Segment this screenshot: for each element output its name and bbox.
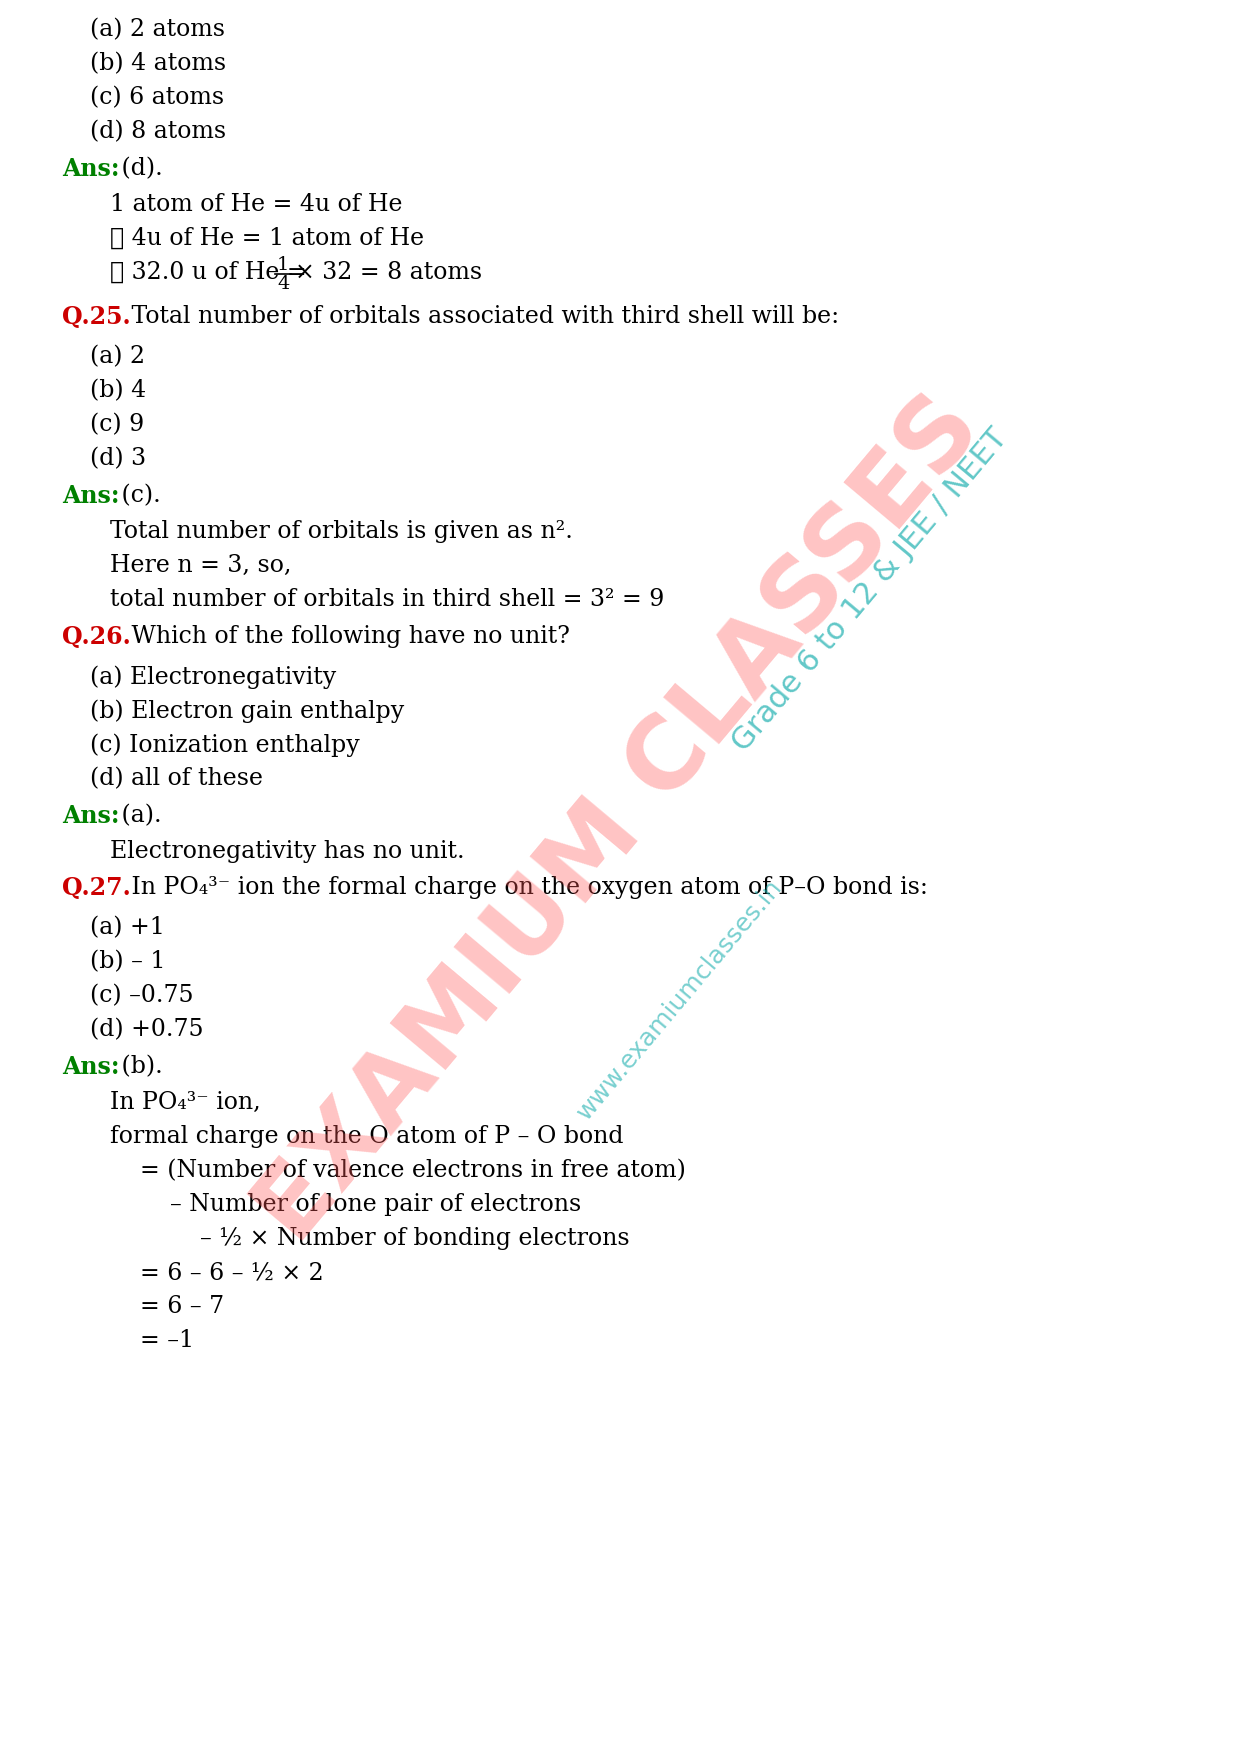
Text: Q.27.: Q.27. xyxy=(62,875,130,900)
Text: (d) all of these: (d) all of these xyxy=(91,766,263,789)
Text: 1 atom of He = 4u of He: 1 atom of He = 4u of He xyxy=(110,193,402,216)
Text: × 32 = 8 atoms: × 32 = 8 atoms xyxy=(295,261,483,284)
Text: Which of the following have no unit?: Which of the following have no unit? xyxy=(124,624,570,647)
Text: 4: 4 xyxy=(277,275,289,293)
Text: Ans:: Ans: xyxy=(62,158,119,181)
Text: EXAMIUM CLASSES: EXAMIUM CLASSES xyxy=(240,379,1000,1261)
Text: Ans:: Ans: xyxy=(62,484,119,509)
Text: (c) –0.75: (c) –0.75 xyxy=(91,984,194,1007)
Text: (c) 6 atoms: (c) 6 atoms xyxy=(91,86,225,109)
Text: Ans:: Ans: xyxy=(62,1054,119,1079)
Text: = 6 – 7: = 6 – 7 xyxy=(110,1294,225,1317)
Text: Grade 6 to 12 & JEE / NEET: Grade 6 to 12 & JEE / NEET xyxy=(727,423,1013,756)
Text: = –1: = –1 xyxy=(110,1330,194,1352)
Text: (c) 9: (c) 9 xyxy=(91,412,144,437)
Text: (d).: (d). xyxy=(114,158,163,181)
Text: Ans:: Ans: xyxy=(62,803,119,828)
Text: (d) 3: (d) 3 xyxy=(91,447,146,470)
Text: total number of orbitals in third shell = 3² = 9: total number of orbitals in third shell … xyxy=(110,588,664,610)
Text: (b) 4: (b) 4 xyxy=(91,379,146,402)
Text: (a) Electronegativity: (a) Electronegativity xyxy=(91,665,336,689)
Text: Total number of orbitals associated with third shell will be:: Total number of orbitals associated with… xyxy=(124,305,839,328)
Text: (a) +1: (a) +1 xyxy=(91,916,165,938)
Text: (d) 8 atoms: (d) 8 atoms xyxy=(91,119,226,144)
Text: www.examiumclasses.in: www.examiumclasses.in xyxy=(572,875,787,1124)
Text: Total number of orbitals is given as n².: Total number of orbitals is given as n². xyxy=(110,519,573,544)
Text: Here n = 3, so,: Here n = 3, so, xyxy=(110,554,292,577)
Text: In PO₄³⁻ ion,: In PO₄³⁻ ion, xyxy=(110,1091,261,1114)
Text: (a).: (a). xyxy=(114,803,161,826)
Text: (b) 4 atoms: (b) 4 atoms xyxy=(91,53,226,75)
Text: (a) 2 atoms: (a) 2 atoms xyxy=(91,18,225,40)
Text: Electronegativity has no unit.: Electronegativity has no unit. xyxy=(110,840,464,863)
Text: (d) +0.75: (d) +0.75 xyxy=(91,1017,204,1042)
Text: – ½ × Number of bonding electrons: – ½ × Number of bonding electrons xyxy=(110,1228,629,1251)
Text: – Number of lone pair of electrons: – Number of lone pair of electrons xyxy=(110,1193,581,1216)
Text: formal charge on the O atom of P – O bond: formal charge on the O atom of P – O bon… xyxy=(110,1124,623,1149)
Text: ∴ 4u of He = 1 atom of He: ∴ 4u of He = 1 atom of He xyxy=(110,226,424,251)
Text: (b) – 1: (b) – 1 xyxy=(91,951,165,973)
Text: In PO₄³⁻ ion the formal charge on the oxygen atom of P–O bond is:: In PO₄³⁻ ion the formal charge on the ox… xyxy=(124,875,928,900)
Text: ∴ 32.0 u of He =: ∴ 32.0 u of He = xyxy=(110,261,314,284)
Text: Q.25.: Q.25. xyxy=(62,305,130,330)
Text: (b) Electron gain enthalpy: (b) Electron gain enthalpy xyxy=(91,700,405,723)
Text: (b).: (b). xyxy=(114,1054,163,1079)
Text: (c).: (c). xyxy=(114,484,161,507)
Text: (a) 2: (a) 2 xyxy=(91,346,145,368)
Text: = 6 – 6 – ½ × 2: = 6 – 6 – ½ × 2 xyxy=(110,1261,324,1284)
Text: Q.26.: Q.26. xyxy=(62,624,130,649)
Text: 1: 1 xyxy=(277,256,289,274)
Text: = (Number of valence electrons in free atom): = (Number of valence electrons in free a… xyxy=(110,1159,686,1182)
Text: (c) Ionization enthalpy: (c) Ionization enthalpy xyxy=(91,733,360,756)
